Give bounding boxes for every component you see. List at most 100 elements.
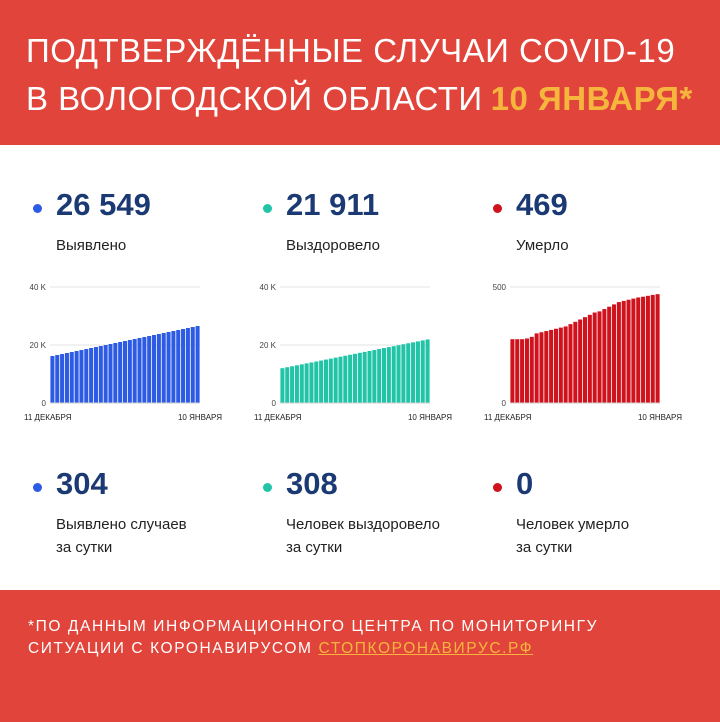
daily-detected-label-2: за сутки: [56, 539, 113, 556]
title-region: В ВОЛОГОДСКОЙ ОБЛАСТИ: [26, 80, 483, 117]
bar: [382, 348, 387, 403]
bar: [176, 330, 181, 403]
bar: [650, 294, 655, 403]
bar: [181, 329, 186, 403]
bar: [309, 362, 314, 403]
daily-detected-label-1: Выявлено случаев: [56, 516, 187, 533]
bar: [515, 339, 520, 403]
bar: [348, 354, 353, 403]
bar: [285, 367, 290, 403]
bar: [362, 351, 367, 403]
bar: [367, 350, 372, 403]
bar: [621, 300, 626, 403]
bar: [328, 358, 333, 403]
bar: [98, 346, 103, 403]
bar: [352, 353, 358, 403]
bar: [520, 339, 525, 403]
x-tick-label-end: 10 ЯНВАРЯ: [178, 413, 222, 422]
daily-recovered-label-2: за сутки: [286, 539, 343, 556]
stats-panel: 26 549 Выявлено 21 911 Выздоровело 469 У…: [0, 145, 720, 590]
title-date: 10 ЯНВАРЯ*: [490, 80, 693, 117]
bar: [74, 351, 79, 403]
bar: [587, 314, 592, 403]
bar: [411, 342, 416, 403]
bar: [391, 346, 396, 403]
bar: [323, 359, 328, 403]
footer-link[interactable]: СТОПКОРОНАВИРУС.РФ: [318, 640, 534, 657]
daily-recovered-label-1: Человек выздоровело: [286, 516, 440, 533]
total-died-value: 469: [516, 187, 568, 222]
bar: [89, 348, 94, 403]
bar: [166, 332, 171, 403]
bar: [420, 340, 425, 403]
bar: [558, 327, 563, 403]
bar: [529, 336, 534, 403]
bar: [406, 343, 411, 403]
bar: [616, 302, 621, 403]
bar: [338, 356, 343, 403]
bar: [534, 333, 539, 403]
bar: [357, 352, 362, 403]
bar: [122, 341, 128, 403]
bar: [290, 366, 295, 403]
daily-detected-value: 304: [56, 466, 108, 501]
y-tick-label: 40 K: [260, 283, 277, 292]
footer-line-1: *ПО ДАННЫМ ИНФОРМАЦИОННОГО ЦЕНТРА ПО МОН…: [28, 618, 599, 635]
bar: [333, 357, 338, 403]
bar: [60, 354, 65, 403]
y-tick-label: 0: [502, 399, 507, 408]
bar: [343, 355, 348, 403]
detected-dot: [33, 204, 42, 213]
bar: [582, 317, 588, 403]
daily-died-dot: [493, 483, 502, 492]
bar: [645, 295, 650, 403]
y-tick-label: 20 K: [30, 341, 47, 350]
bar: [113, 343, 118, 403]
bar: [190, 327, 195, 403]
bar: [396, 345, 401, 403]
bar: [401, 344, 406, 403]
y-tick-label: 40 K: [30, 283, 47, 292]
daily-detected-dot: [33, 483, 42, 492]
daily-died-label-1: Человек умерло: [516, 516, 630, 533]
total-detected-label: Выявлено: [56, 237, 127, 254]
x-tick-label-start: 11 ДЕКАБРЯ: [24, 413, 72, 422]
bar: [161, 333, 166, 403]
bar: [636, 297, 641, 403]
bar: [655, 294, 660, 403]
bar: [602, 309, 607, 403]
bar: [607, 306, 612, 403]
bar: [612, 304, 617, 403]
bar: [108, 344, 113, 403]
detected-chart: 0 20 K 40 K 11 ДЕКАБРЯ 10 ЯНВАРЯ: [24, 283, 222, 422]
bar: [299, 364, 304, 403]
title-line-1: ПОДТВЕРЖДЁННЫЕ СЛУЧАИ COVID-19: [26, 32, 676, 69]
bar: [156, 334, 161, 403]
x-tick-label-end: 10 ЯНВАРЯ: [638, 413, 682, 422]
y-tick-label: 500: [493, 283, 507, 292]
bar: [425, 339, 430, 403]
bar: [64, 353, 69, 403]
bar: [524, 338, 529, 403]
bar: [553, 328, 558, 403]
bar: [171, 331, 176, 403]
bar: [55, 355, 60, 403]
bar: [69, 352, 74, 403]
bar: [84, 349, 89, 403]
bar: [103, 345, 108, 403]
bar: [50, 356, 55, 403]
daily-recovered-value: 308: [286, 466, 338, 501]
bar: [294, 365, 299, 403]
bar: [132, 339, 137, 403]
y-tick-label: 0: [272, 399, 277, 408]
bar: [377, 349, 382, 403]
bar: [415, 341, 420, 404]
bar: [79, 350, 84, 403]
x-tick-label-end: 10 ЯНВАРЯ: [408, 413, 452, 422]
bar: [592, 312, 597, 403]
bar: [372, 350, 377, 403]
total-died-label: Умерло: [516, 237, 569, 254]
bar: [93, 347, 98, 403]
y-tick-label: 20 K: [260, 341, 277, 350]
title-line-2: В ВОЛОГОДСКОЙ ОБЛАСТИ 10 ЯНВАРЯ*: [26, 80, 693, 118]
